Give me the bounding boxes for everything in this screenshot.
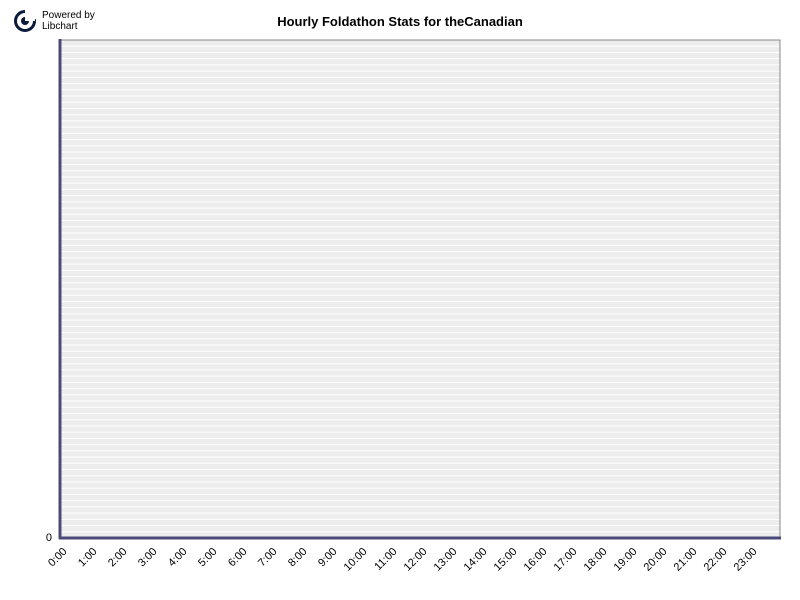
x-tick-label: 8:00 xyxy=(286,546,310,570)
x-tick-label: 20:00 xyxy=(642,546,670,574)
x-tick-label: 4:00 xyxy=(166,546,190,570)
x-tick-label: 19:00 xyxy=(612,546,640,574)
x-tick-label: 13:00 xyxy=(432,546,460,574)
x-tick-label: 12:00 xyxy=(402,546,430,574)
x-tick-label: 2:00 xyxy=(106,546,130,570)
x-tick-label: 21:00 xyxy=(672,546,700,574)
x-tick-label: 15:00 xyxy=(492,546,520,574)
x-tick-label: 1:00 xyxy=(76,546,100,570)
x-tick-label: 3:00 xyxy=(136,546,160,570)
x-tick-label: 22:00 xyxy=(702,546,730,574)
x-tick-label: 0:00 xyxy=(46,546,70,570)
x-tick-label: 5:00 xyxy=(196,546,220,570)
x-tick-label: 7:00 xyxy=(256,546,280,570)
x-tick-label: 14:00 xyxy=(462,546,490,574)
x-tick-label: 10:00 xyxy=(342,546,370,574)
x-tick-label: 9:00 xyxy=(316,546,340,570)
chart-container: Powered by Libchart Hourly Foldathon Sta… xyxy=(0,0,800,600)
x-tick-label: 11:00 xyxy=(372,546,399,573)
x-tick-label: 6:00 xyxy=(226,546,250,570)
x-tick-label: 18:00 xyxy=(582,546,610,574)
x-tick-label: 23:00 xyxy=(732,546,760,574)
chart-plot: 0 0:001:002:003:004:005:006:007:008:009:0… xyxy=(0,0,800,600)
x-tick-label: 17:00 xyxy=(552,546,580,574)
y-tick-label: 0 xyxy=(46,532,52,544)
x-tick-label: 16:00 xyxy=(522,546,550,574)
